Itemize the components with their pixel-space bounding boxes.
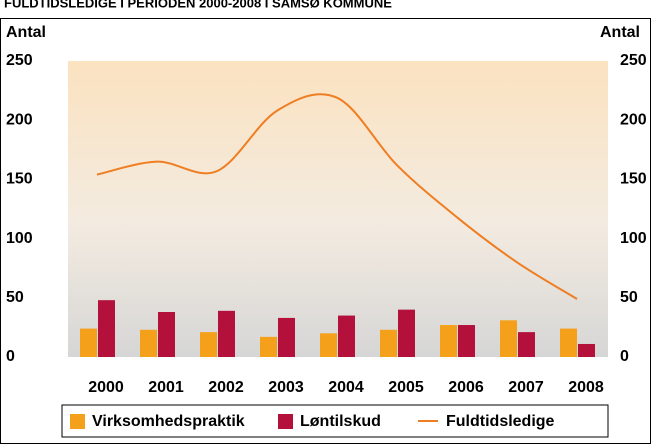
legend-swatch: [278, 414, 293, 429]
x-tick-label: 2003: [268, 379, 304, 396]
y-tick-label: 100: [6, 230, 33, 247]
bar: [320, 333, 337, 357]
y-tick-label: 150: [6, 171, 33, 188]
legend-label: Fuldtidsledige: [446, 413, 555, 430]
x-tick-label: 2005: [388, 379, 424, 396]
bar: [458, 325, 475, 357]
bar: [218, 310, 235, 357]
y-tick-label: 0: [6, 348, 15, 365]
bar: [260, 336, 277, 357]
bar: [80, 328, 97, 357]
bar: [278, 317, 295, 357]
plot-area: [68, 61, 608, 357]
legend-label: Virksomhedspraktik: [92, 413, 245, 430]
y2-tick-label: 250: [620, 52, 647, 69]
x-tick-label: 2004: [328, 379, 364, 396]
legend: [61, 404, 609, 438]
x-tick-label: 2008: [568, 379, 604, 396]
bar: [98, 300, 115, 357]
y-tick-label: 250: [6, 52, 33, 69]
bar: [560, 328, 577, 357]
x-tick-label: 2006: [448, 379, 484, 396]
bar: [380, 329, 397, 357]
bar: [140, 329, 157, 357]
bar: [200, 332, 217, 357]
y-tick-label: 200: [6, 111, 33, 128]
y2-tick-label: 200: [620, 111, 647, 128]
x-tick-label: 2007: [508, 379, 544, 396]
bar: [398, 309, 415, 357]
y2-tick-label: 150: [620, 171, 647, 188]
y2-tick-label: 0: [620, 348, 629, 365]
x-tick-label: 2001: [148, 379, 184, 396]
y2-tick-label: 50: [620, 289, 638, 306]
x-tick-label: 2000: [88, 379, 124, 396]
chart-title: FULDTIDSLEDIGE I PERIODEN 2000-2008 I SA…: [4, 0, 392, 10]
bar: [440, 325, 457, 357]
legend-swatch: [70, 414, 85, 429]
x-tick-label: 2002: [208, 379, 244, 396]
bar: [500, 320, 517, 357]
y2-axis-label: Antal: [600, 24, 640, 41]
bar: [578, 343, 595, 357]
bar: [338, 315, 355, 357]
bar: [518, 332, 535, 357]
y-tick-label: 50: [6, 289, 24, 306]
bar: [158, 312, 175, 357]
y-axis-label: Antal: [6, 24, 46, 41]
y2-tick-label: 100: [620, 230, 647, 247]
legend-label: Løntilskud: [300, 413, 381, 430]
line: [96, 93, 578, 300]
